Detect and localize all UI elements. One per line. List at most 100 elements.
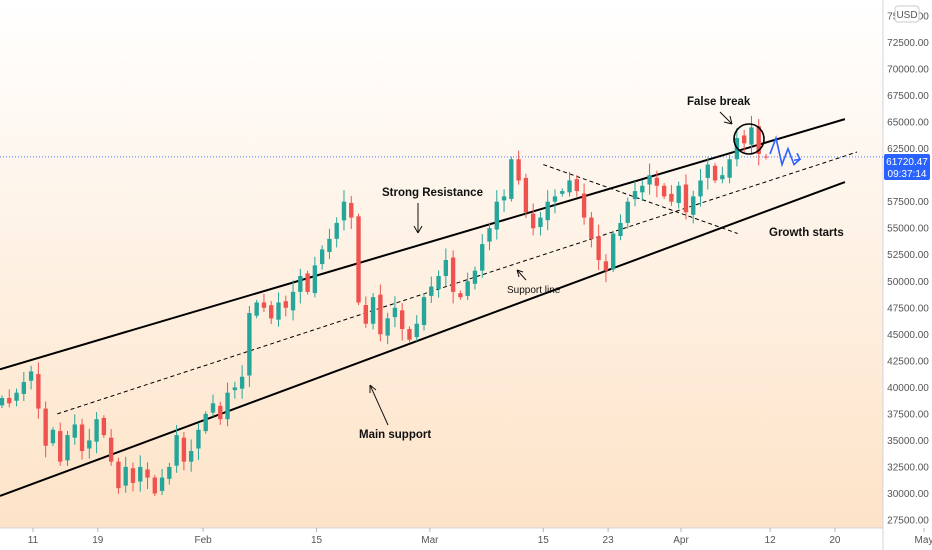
candle-body[interactable]	[392, 307, 398, 318]
candle-body[interactable]	[116, 461, 121, 489]
candle-body[interactable]	[691, 196, 696, 215]
candles[interactable]	[0, 115, 769, 497]
candle-body[interactable]	[741, 135, 747, 144]
candle-body[interactable]	[261, 302, 267, 308]
candle-body[interactable]	[152, 477, 157, 494]
candle-body[interactable]	[618, 222, 623, 237]
candle-body[interactable]	[705, 164, 710, 178]
candle-body[interactable]	[50, 429, 56, 444]
candle-body[interactable]	[378, 294, 383, 335]
candle-body[interactable]	[465, 281, 470, 296]
candle-body[interactable]	[749, 127, 754, 145]
candle-body[interactable]	[312, 265, 318, 294]
candle-body[interactable]	[130, 468, 136, 483]
candle-body[interactable]	[370, 297, 376, 324]
candle-body[interactable]	[14, 392, 19, 401]
candle-body[interactable]	[480, 244, 485, 271]
candle-body[interactable]	[138, 466, 143, 482]
candle-body[interactable]	[487, 228, 492, 242]
candle-body[interactable]	[181, 437, 187, 462]
candle-body[interactable]	[123, 466, 128, 486]
candle-body[interactable]	[720, 175, 725, 180]
candle-body[interactable]	[501, 196, 507, 201]
candle-body[interactable]	[210, 403, 216, 413]
candle-body[interactable]	[319, 249, 325, 265]
candle-body[interactable]	[218, 405, 223, 420]
candle-body[interactable]	[611, 233, 616, 270]
candle-body[interactable]	[254, 302, 259, 316]
candle-body[interactable]	[43, 408, 48, 446]
candle-body[interactable]	[567, 180, 572, 193]
candle-body[interactable]	[698, 180, 703, 197]
candle-body[interactable]	[661, 185, 667, 197]
candle-body[interactable]	[334, 222, 339, 239]
candle-body[interactable]	[494, 201, 499, 230]
candle-body[interactable]	[174, 435, 179, 466]
candle-body[interactable]	[28, 371, 34, 381]
candle-body[interactable]	[589, 217, 594, 239]
candle-body[interactable]	[581, 193, 587, 218]
candle-body[interactable]	[421, 297, 427, 325]
candle-body[interactable]	[560, 191, 565, 194]
candle-body[interactable]	[625, 201, 630, 223]
candle-body[interactable]	[65, 435, 70, 461]
candle-body[interactable]	[101, 417, 107, 436]
candle-body[interactable]	[21, 382, 27, 394]
candle-body[interactable]	[596, 236, 601, 261]
candle-body[interactable]	[429, 286, 434, 296]
candle-body[interactable]	[552, 196, 558, 202]
candle-body[interactable]	[712, 165, 718, 181]
candle-body[interactable]	[436, 275, 441, 290]
candle-body[interactable]	[298, 275, 303, 292]
candle-body[interactable]	[58, 431, 63, 462]
candle-body[interactable]	[603, 261, 609, 271]
candle-body[interactable]	[7, 397, 12, 404]
candle-body[interactable]	[0, 397, 5, 406]
candle-body[interactable]	[283, 301, 288, 308]
candle-body[interactable]	[232, 387, 238, 391]
candle-body[interactable]	[516, 159, 521, 181]
candle-body[interactable]	[94, 419, 99, 442]
candle-body[interactable]	[196, 429, 201, 449]
candle-body[interactable]	[203, 413, 208, 432]
candle-body[interactable]	[108, 437, 114, 462]
candle-body[interactable]	[763, 156, 769, 158]
candle-body[interactable]	[167, 466, 172, 479]
candle-body[interactable]	[407, 329, 412, 340]
candle-body[interactable]	[72, 424, 77, 438]
candle-body[interactable]	[530, 213, 536, 229]
candle-body[interactable]	[269, 305, 274, 319]
candle-body[interactable]	[290, 291, 296, 311]
candle-body[interactable]	[683, 184, 689, 213]
candle-body[interactable]	[669, 193, 674, 202]
candle-body[interactable]	[145, 469, 150, 478]
candle-body[interactable]	[385, 318, 390, 336]
candle-body[interactable]	[632, 191, 638, 200]
candle-body[interactable]	[647, 175, 652, 185]
candle-body[interactable]	[305, 273, 310, 292]
candle-body[interactable]	[509, 159, 514, 199]
candle-body[interactable]	[727, 159, 732, 178]
candle-body[interactable]	[472, 270, 478, 284]
candle-body[interactable]	[363, 305, 368, 324]
candle-body[interactable]	[188, 451, 194, 462]
candle-body[interactable]	[756, 126, 761, 154]
candle-body[interactable]	[247, 313, 252, 376]
candle-body[interactable]	[400, 310, 405, 330]
candle-body[interactable]	[450, 257, 456, 292]
candle-body[interactable]	[458, 293, 463, 298]
candle-body[interactable]	[239, 376, 245, 389]
candle-body[interactable]	[676, 185, 681, 203]
candle-body[interactable]	[414, 323, 419, 338]
currency-badge[interactable]: USD	[894, 5, 920, 23]
candle-body[interactable]	[159, 477, 165, 491]
candle-body[interactable]	[341, 201, 347, 221]
candle-body[interactable]	[87, 440, 92, 449]
candle-body[interactable]	[654, 177, 660, 186]
candle-body[interactable]	[523, 177, 529, 213]
candle-body[interactable]	[225, 392, 230, 420]
candle-body[interactable]	[349, 202, 354, 218]
candle-body[interactable]	[36, 373, 41, 409]
